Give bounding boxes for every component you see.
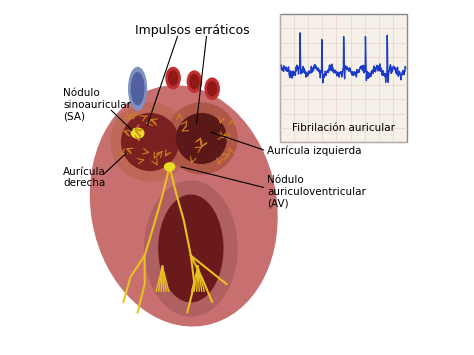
Ellipse shape: [111, 103, 189, 181]
Ellipse shape: [164, 163, 174, 171]
Ellipse shape: [131, 128, 144, 138]
Ellipse shape: [91, 86, 277, 326]
Ellipse shape: [145, 181, 237, 316]
Ellipse shape: [129, 67, 146, 110]
Ellipse shape: [159, 195, 223, 302]
Ellipse shape: [122, 114, 178, 170]
Ellipse shape: [208, 82, 217, 96]
Text: Nódulo
sinoauricular
(SA): Nódulo sinoauricular (SA): [63, 88, 131, 121]
Text: Nódulo
auriculoventricular
(AV): Nódulo auriculoventricular (AV): [267, 175, 366, 208]
Ellipse shape: [205, 78, 219, 99]
Ellipse shape: [187, 71, 201, 92]
Ellipse shape: [166, 103, 237, 174]
Text: Impulsos erráticos: Impulsos erráticos: [135, 24, 250, 37]
Ellipse shape: [131, 73, 144, 105]
Ellipse shape: [177, 114, 227, 163]
Text: Aurícula
derecha: Aurícula derecha: [63, 167, 106, 188]
Text: Aurícula izquierda: Aurícula izquierda: [267, 146, 362, 156]
FancyBboxPatch shape: [280, 14, 407, 142]
Ellipse shape: [169, 71, 178, 85]
Text: Fibrilación auricular: Fibrilación auricular: [292, 123, 395, 133]
Ellipse shape: [190, 75, 199, 89]
Ellipse shape: [166, 67, 180, 89]
